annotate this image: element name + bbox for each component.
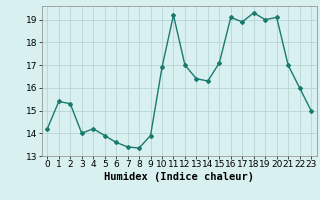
X-axis label: Humidex (Indice chaleur): Humidex (Indice chaleur) [104,172,254,182]
